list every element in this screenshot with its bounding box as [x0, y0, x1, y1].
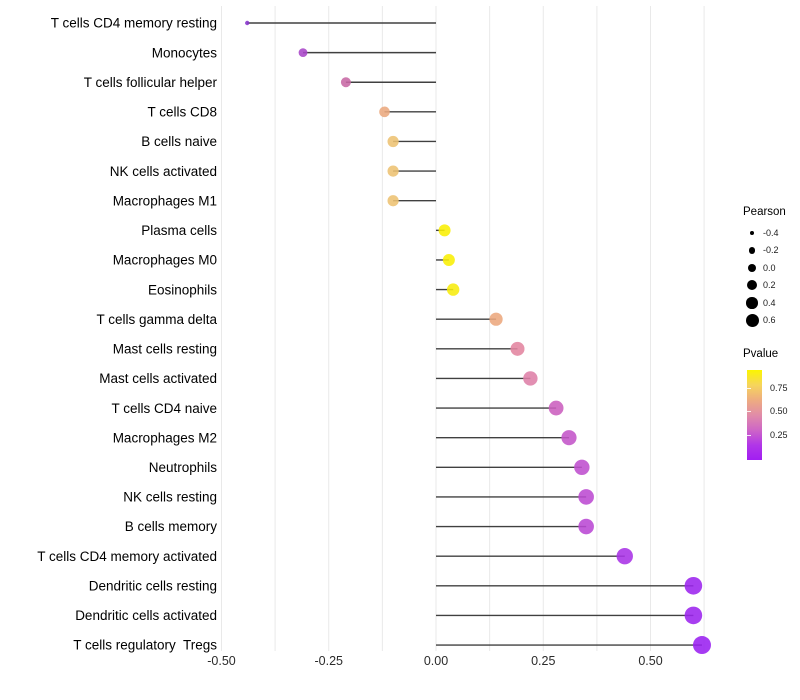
- y-axis-label: Mast cells activated: [99, 371, 217, 386]
- y-axis-label: Mast cells resting: [113, 342, 217, 357]
- size-legend-dot-icon: [746, 297, 758, 309]
- size-dot-cell: [741, 263, 763, 272]
- size-dot-cell: [741, 230, 763, 235]
- colorbar-tick-label: 0.25: [770, 429, 788, 440]
- y-axis-label: Dendritic cells resting: [89, 578, 217, 593]
- size-legend-label: 0.0: [763, 262, 776, 273]
- size-legend-dot-icon: [747, 280, 757, 291]
- data-point: [340, 77, 351, 88]
- colorbar-tick-label: 0.75: [770, 383, 788, 393]
- colorbar-row: 0.75 0.50 0.25: [743, 366, 800, 466]
- data-point: [245, 20, 250, 26]
- colorbar-tick: [747, 388, 751, 389]
- size-legend-items: -0.4 -0.2 0.0 0.2 0.4 0.6: [741, 224, 800, 329]
- data-point: [692, 636, 711, 655]
- data-point: [442, 253, 455, 266]
- data-point: [578, 489, 594, 505]
- y-axis-label: Macrophages M2: [113, 430, 217, 445]
- data-point: [561, 430, 577, 446]
- data-point: [387, 195, 399, 207]
- size-legend-label: -0.4: [763, 227, 779, 238]
- colorbar-tick: [747, 411, 751, 413]
- size-dot-cell: [741, 313, 763, 327]
- y-axis-label: B cells memory: [125, 519, 218, 534]
- data-point: [387, 165, 399, 177]
- size-legend-item: 0.0: [741, 259, 800, 277]
- y-axis-label: Neutrophils: [149, 460, 218, 475]
- size-legend-item: -0.4: [741, 224, 800, 242]
- y-axis-label: T cells regulatory Tregs: [73, 638, 217, 653]
- size-dot-cell: [741, 297, 763, 309]
- size-legend-dot-icon: [747, 263, 757, 272]
- x-axis-tick-label: -0.25: [315, 654, 344, 668]
- x-axis-tick-label: 0.50: [638, 654, 662, 668]
- colorbar-tick-label: 0.50: [770, 406, 788, 417]
- y-axis-label: T cells CD4 memory activated: [37, 549, 217, 564]
- size-legend-item: -0.2: [741, 242, 800, 260]
- data-point: [510, 341, 525, 356]
- data-point: [684, 576, 703, 595]
- y-axis-label: NK cells activated: [110, 164, 217, 179]
- y-axis-label: T cells follicular helper: [84, 75, 218, 90]
- y-axis-label: NK cells resting: [123, 490, 217, 505]
- data-point: [438, 224, 451, 237]
- size-legend-label: 0.6: [763, 315, 776, 326]
- size-legend-dot-icon: [745, 313, 759, 327]
- color-legend: Pvalue 0.75 0.50 0.25: [741, 348, 800, 466]
- data-point: [379, 106, 390, 118]
- y-axis-label: Macrophages M0: [113, 253, 217, 268]
- y-axis-label: Plasma cells: [141, 223, 217, 238]
- y-axis-label: T cells gamma delta: [96, 312, 217, 327]
- data-point: [298, 48, 308, 58]
- size-legend: Pearson -0.4 -0.2 0.0 0.2 0.4 0.6: [741, 206, 800, 329]
- size-legend-item: 0.4: [741, 294, 800, 312]
- size-legend-label: 0.2: [763, 280, 776, 291]
- size-legend-label: -0.2: [763, 245, 779, 256]
- data-point: [548, 400, 564, 416]
- x-axis-tick-label: 0.00: [424, 654, 448, 668]
- y-axis-label: Macrophages M1: [113, 193, 217, 208]
- x-axis-tick-label: -0.50: [207, 654, 236, 668]
- data-point: [578, 518, 594, 535]
- data-point: [684, 606, 703, 625]
- size-legend-title: Pearson: [743, 206, 786, 218]
- size-dot-cell: [741, 247, 763, 254]
- data-point: [523, 371, 538, 386]
- size-legend-label: 0.4: [763, 297, 776, 308]
- data-point: [489, 312, 503, 326]
- size-dot-cell: [741, 280, 763, 291]
- y-axis-label: Monocytes: [152, 45, 218, 60]
- y-axis-label: B cells naive: [141, 134, 217, 149]
- y-axis-label: T cells CD4 naive: [111, 401, 217, 416]
- data-point: [446, 283, 460, 296]
- color-legend-title: Pvalue: [743, 348, 779, 360]
- data-point: [387, 135, 399, 148]
- size-legend-item: 0.6: [741, 312, 800, 330]
- y-axis-label: T cells CD8: [147, 105, 217, 120]
- size-legend-dot-icon: [748, 247, 756, 254]
- data-point: [574, 459, 590, 475]
- y-axis-label: T cells CD4 memory resting: [51, 16, 217, 31]
- pvalue-colorbar: [747, 370, 762, 460]
- y-axis-label: Dendritic cells activated: [75, 608, 217, 623]
- data-point: [616, 547, 633, 565]
- y-axis-label: Eosinophils: [148, 282, 217, 297]
- size-legend-item: 0.2: [741, 277, 800, 295]
- colorbar-tick: [747, 434, 751, 436]
- size-legend-dot-icon: [749, 230, 755, 235]
- x-axis-tick-label: 0.25: [531, 654, 555, 668]
